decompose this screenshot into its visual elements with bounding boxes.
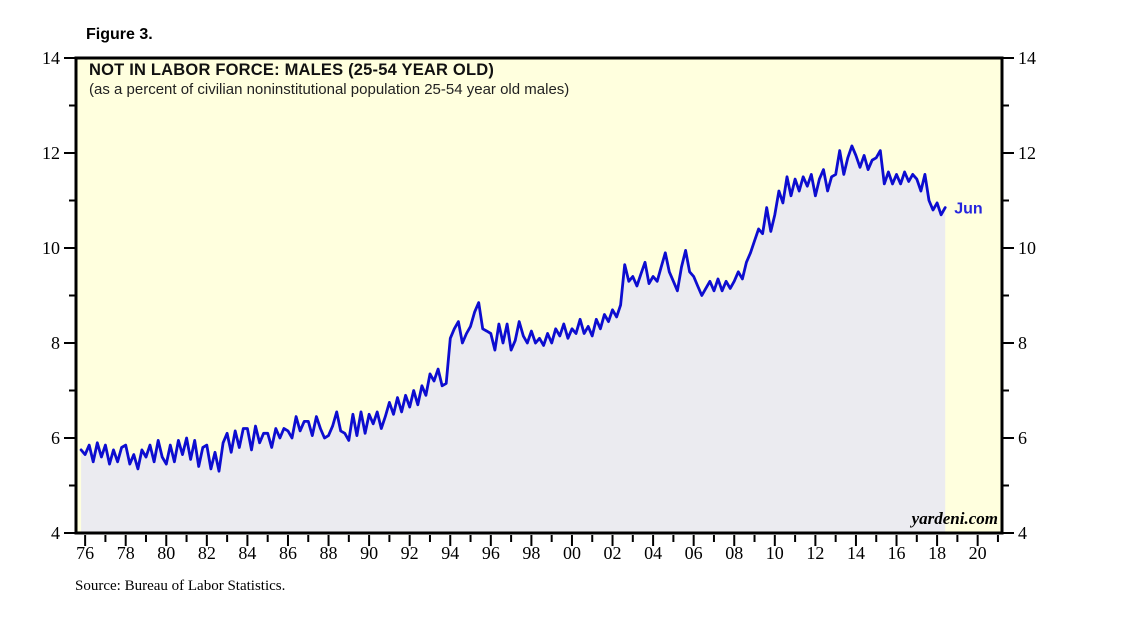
x-axis-tick-label: 08 bbox=[725, 543, 743, 563]
x-axis-tick-label: 80 bbox=[157, 543, 175, 563]
x-axis-tick-label: 04 bbox=[644, 543, 662, 563]
y-axis-tick-label-right: 8 bbox=[1018, 333, 1027, 353]
x-axis-tick-label: 84 bbox=[238, 543, 256, 563]
x-axis-tick-label: 86 bbox=[279, 543, 297, 563]
y-axis-tick-label-left: 6 bbox=[51, 428, 60, 448]
x-axis-tick-label: 90 bbox=[360, 543, 378, 563]
x-axis-tick-label: 00 bbox=[563, 543, 581, 563]
y-axis-tick-label-left: 14 bbox=[42, 48, 60, 68]
y-axis-tick-label-right: 4 bbox=[1018, 523, 1027, 543]
x-axis-tick-label: 96 bbox=[482, 543, 500, 563]
y-axis-tick-label-right: 14 bbox=[1018, 48, 1036, 68]
y-axis-tick-label-right: 12 bbox=[1018, 143, 1036, 163]
source-note: Source: Bureau of Labor Statistics. bbox=[75, 578, 286, 594]
y-axis-tick-label-left: 4 bbox=[51, 523, 60, 543]
x-axis-tick-label: 92 bbox=[401, 543, 419, 563]
plot-border bbox=[74, 56, 1004, 535]
x-axis-tick-label: 10 bbox=[766, 543, 784, 563]
x-axis-tick-label: 02 bbox=[604, 543, 622, 563]
x-axis-tick-label: 20 bbox=[969, 543, 987, 563]
x-axis-tick-label: 98 bbox=[522, 543, 540, 563]
x-axis-tick-label: 88 bbox=[320, 543, 338, 563]
series-area-fill bbox=[81, 145, 946, 533]
x-axis-tick-label: 06 bbox=[685, 543, 703, 563]
y-axis-tick-label-left: 10 bbox=[42, 238, 60, 258]
series-line bbox=[79, 144, 947, 473]
chart-title: NOT IN LABOR FORCE: MALES (25-54 YEAR OL… bbox=[89, 61, 495, 79]
x-axis-tick-label: 78 bbox=[117, 543, 135, 563]
x-axis-tick-label: 12 bbox=[806, 543, 824, 563]
y-axis-tick-label-left: 12 bbox=[42, 143, 60, 163]
x-axis-tick-label: 16 bbox=[888, 543, 906, 563]
y-axis-tick-label-right: 6 bbox=[1018, 428, 1027, 448]
chart-subtitle: (as a percent of civilian noninstitution… bbox=[89, 81, 570, 98]
x-axis-tick-label: 76 bbox=[76, 543, 94, 563]
figure-number-label: Figure 3. bbox=[86, 26, 153, 43]
watermark-text: yardeni.com bbox=[911, 509, 998, 528]
x-axis-tick-label: 14 bbox=[847, 543, 865, 563]
x-axis-tick-label: 82 bbox=[198, 543, 216, 563]
y-axis-tick-label-right: 10 bbox=[1018, 238, 1036, 258]
x-axis-tick-label: 18 bbox=[928, 543, 946, 563]
x-axis-tick-label: 94 bbox=[441, 543, 459, 563]
last-point-label: Jun bbox=[954, 201, 982, 218]
y-axis-tick-label-left: 8 bbox=[51, 333, 60, 353]
